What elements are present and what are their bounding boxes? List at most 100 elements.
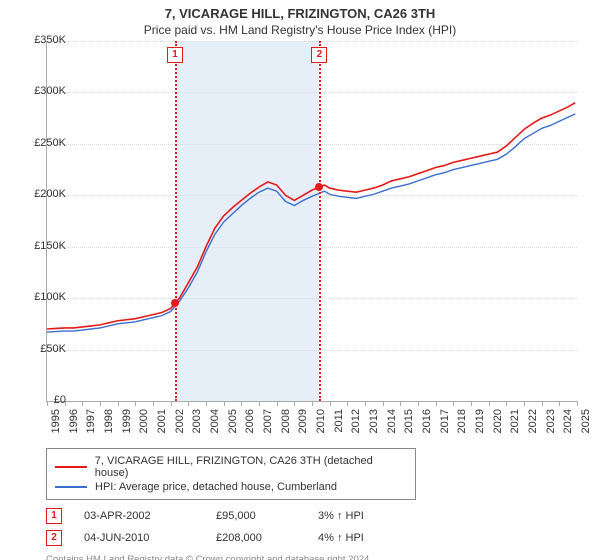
x-tick [312,401,313,406]
sale-event-date: 04-JUN-2010 [84,532,194,544]
sale-event-marker: 1 [46,508,62,524]
x-tick [489,401,490,406]
x-tick-label: 1996 [68,409,80,449]
x-tick [82,401,83,406]
legend: 7, VICARAGE HILL, FRIZINGTON, CA26 3TH (… [46,448,416,500]
x-tick-label: 2016 [421,409,433,449]
x-tick [206,401,207,406]
sale-event-hpi-delta: 3% ↑ HPI [318,510,364,522]
x-tick-label: 2001 [156,409,168,449]
sale-marker-box-1: 1 [167,47,183,63]
legend-item: HPI: Average price, detached house, Cumb… [55,481,407,493]
y-tick-label: £150K [22,240,66,252]
x-tick [453,401,454,406]
x-tick-label: 2020 [492,409,504,449]
legend-swatch [55,486,87,488]
figure: 7, VICARAGE HILL, FRIZINGTON, CA26 3TH P… [0,6,600,560]
x-tick [524,401,525,406]
x-tick [471,401,472,406]
x-tick-label: 2025 [580,409,592,449]
x-tick-label: 2007 [262,409,274,449]
x-tick-label: 2015 [403,409,415,449]
x-tick [577,401,578,406]
x-tick [153,401,154,406]
x-tick [559,401,560,406]
x-tick [400,401,401,406]
x-tick-label: 2024 [562,409,574,449]
x-tick-label: 2010 [315,409,327,449]
sale-event-date: 03-APR-2002 [84,510,194,522]
series-price_paid [47,103,575,329]
x-tick [294,401,295,406]
chart-lines [47,41,577,401]
sale-event-price: £95,000 [216,510,296,522]
x-tick-label: 2005 [227,409,239,449]
x-tick [100,401,101,406]
sale-event-row: 2 04-JUN-2010 £208,000 4% ↑ HPI [46,530,600,546]
x-tick [436,401,437,406]
x-tick [383,401,384,406]
x-tick-label: 2011 [333,409,345,449]
x-tick-label: 1995 [50,409,62,449]
y-tick-label: £250K [22,137,66,149]
sale-event-row: 1 03-APR-2002 £95,000 3% ↑ HPI [46,508,600,524]
footer-attribution: Contains HM Land Registry data © Crown c… [46,554,600,560]
footer-line-1: Contains HM Land Registry data © Crown c… [46,554,600,560]
x-tick-label: 2002 [174,409,186,449]
x-tick [365,401,366,406]
sale-marker-line-1 [175,41,177,401]
x-tick [277,401,278,406]
sale-events: 1 03-APR-2002 £95,000 3% ↑ HPI 2 04-JUN-2010 £… [46,508,600,546]
x-tick-label: 2018 [456,409,468,449]
x-tick-label: 2019 [474,409,486,449]
sale-event-price: £208,000 [216,532,296,544]
x-tick [241,401,242,406]
x-tick-label: 2000 [138,409,150,449]
legend-item: 7, VICARAGE HILL, FRIZINGTON, CA26 3TH (… [55,455,407,479]
x-tick-label: 2014 [386,409,398,449]
sale-marker-dot-1 [171,299,179,307]
x-tick-label: 2004 [209,409,221,449]
x-tick-label: 2003 [191,409,203,449]
chart-plot-area: 12 [46,41,577,402]
x-tick-label: 2012 [350,409,362,449]
sale-marker-box-2: 2 [311,47,327,63]
x-tick [118,401,119,406]
y-tick-label: £100K [22,291,66,303]
x-tick [506,401,507,406]
y-tick-label: £50K [22,343,66,355]
x-tick [330,401,331,406]
x-tick [224,401,225,406]
x-tick [135,401,136,406]
y-tick-label: £200K [22,188,66,200]
x-tick [188,401,189,406]
x-tick-label: 2006 [244,409,256,449]
y-tick-label: £300K [22,85,66,97]
x-tick-label: 2013 [368,409,380,449]
legend-swatch [55,466,87,468]
series-hpi [47,114,575,332]
chart-subtitle: Price paid vs. HM Land Registry's House … [0,23,600,37]
legend-label: 7, VICARAGE HILL, FRIZINGTON, CA26 3TH (… [95,455,407,479]
chart-title: 7, VICARAGE HILL, FRIZINGTON, CA26 3TH [0,6,600,21]
sale-event-hpi-delta: 4% ↑ HPI [318,532,364,544]
sale-marker-dot-2 [315,183,323,191]
x-tick-label: 1999 [121,409,133,449]
sale-marker-line-2 [319,41,321,401]
x-tick [259,401,260,406]
x-tick-label: 1998 [103,409,115,449]
x-tick-label: 1997 [85,409,97,449]
x-tick-label: 2022 [527,409,539,449]
y-tick-label: £0 [22,394,66,406]
x-tick [171,401,172,406]
x-tick [418,401,419,406]
x-tick-label: 2008 [280,409,292,449]
x-tick [542,401,543,406]
x-tick-label: 2021 [509,409,521,449]
sale-event-marker: 2 [46,530,62,546]
x-tick-label: 2023 [545,409,557,449]
legend-label: HPI: Average price, detached house, Cumb… [95,481,337,493]
x-tick-label: 2009 [297,409,309,449]
x-tick-label: 2017 [439,409,451,449]
x-tick [347,401,348,406]
